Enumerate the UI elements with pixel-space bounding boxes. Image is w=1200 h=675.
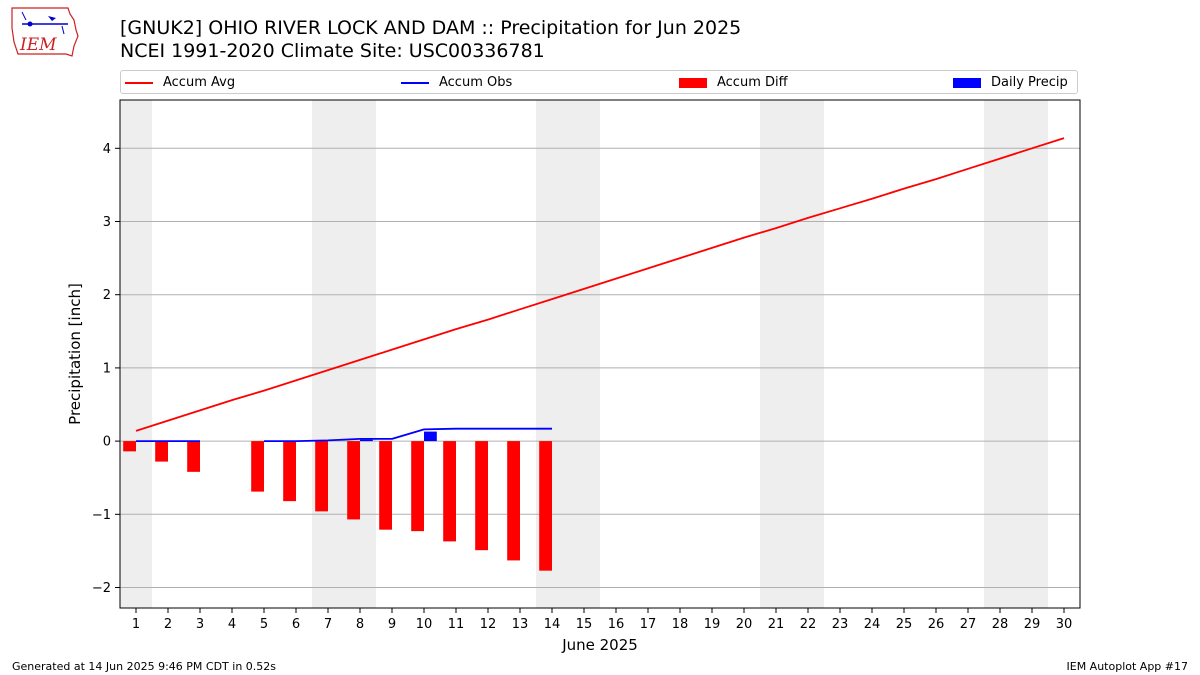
x-tick-label-21: 21 — [768, 617, 785, 632]
accum-diff-bar-2 — [155, 441, 168, 462]
iem-logo: IEM — [11, 7, 79, 57]
x-tick-label-19: 19 — [704, 617, 721, 632]
weekend-bands — [120, 100, 1048, 608]
y-tick-label-0: 0 — [103, 435, 111, 450]
accum-diff-bar-11 — [443, 441, 456, 542]
x-tick-label-12: 12 — [480, 617, 497, 632]
y-tick-label-2: 2 — [103, 288, 111, 303]
x-tick-label-23: 23 — [832, 617, 849, 632]
y-tick-label-3: 3 — [103, 215, 111, 230]
x-tick-label-6: 6 — [292, 617, 300, 632]
x-tick-label-2: 2 — [164, 617, 172, 632]
x-tick-label-13: 13 — [512, 617, 529, 632]
accum-avg-line-0 — [135, 137, 1065, 432]
accum-diff-bar-6 — [283, 441, 296, 502]
y-tick-label-1: 1 — [103, 361, 111, 376]
footer-generated-text: Generated at 14 Jun 2025 9:46 PM CDT in … — [12, 660, 277, 673]
x-tick-label-4: 4 — [228, 617, 236, 632]
weekend-band-4 — [984, 100, 1048, 608]
daily-precip-bar-10 — [424, 431, 437, 442]
accum-diff-bar-3 — [187, 441, 200, 472]
iem-iowa-logo-icon — [11, 7, 79, 57]
legend-swatch-accum-avg — [125, 81, 153, 84]
accum-diff-bar-8 — [347, 441, 360, 520]
plot-frame — [119, 99, 1081, 609]
x-tick-label-7: 7 — [324, 617, 332, 632]
x-tick-label-30: 30 — [1056, 617, 1073, 632]
x-tick-label-25: 25 — [896, 617, 913, 632]
x-tick-label-11: 11 — [448, 617, 465, 632]
iem-logo-text: IEM — [19, 35, 57, 55]
legend-label-daily-precip: Daily Precip — [991, 75, 1068, 90]
x-axis-label: June 2025 — [561, 636, 638, 654]
x-tick-label-27: 27 — [960, 617, 977, 632]
x-tick-label-28: 28 — [992, 617, 1009, 632]
accum-diff-bar-10 — [411, 441, 424, 532]
x-tick-label-16: 16 — [608, 617, 625, 632]
x-tick-label-3: 3 — [196, 617, 204, 632]
accum-diff-bar-9 — [379, 441, 392, 530]
x-tick-label-20: 20 — [736, 617, 753, 632]
x-tick-label-29: 29 — [1024, 617, 1041, 632]
legend-swatch-accum-obs — [401, 81, 429, 84]
legend-label-accum-avg: Accum Avg — [163, 75, 236, 90]
accum-diff-bar-1 — [123, 441, 136, 452]
chart-legend: Accum Avg Accum Obs Accum Diff Daily Pre… — [120, 70, 1078, 94]
x-tick-label-22: 22 — [800, 617, 817, 632]
weekend-band-0 — [120, 100, 152, 608]
weekend-band-3 — [760, 100, 824, 608]
accum-diff-bar-7 — [315, 441, 328, 512]
y-axis-label: Precipitation [inch] — [66, 283, 84, 425]
x-tick-label-14: 14 — [544, 617, 561, 632]
legend-item-accum-obs: Accum Obs — [401, 75, 512, 91]
legend-item-daily-precip: Daily Precip — [953, 75, 1068, 91]
x-tick-label-5: 5 — [260, 617, 268, 632]
legend-item-accum-diff: Accum Diff — [679, 75, 788, 91]
accum-diff-bar-5 — [251, 441, 264, 492]
accum-diff-bar-13 — [507, 441, 520, 561]
accum-diff-bar-14 — [539, 441, 552, 571]
legend-label-accum-obs: Accum Obs — [439, 75, 513, 90]
accum-diff-bar-12 — [475, 441, 488, 551]
weekend-band-1 — [312, 100, 376, 608]
x-axis-ticks: 1 2 3 4 5 6 7 8 9 10 11 12 13 14 15 16 17 18 19 20 21 22 23 24 2… — [132, 608, 1072, 632]
daily-precip-bar-8 — [360, 439, 373, 442]
legend-swatch-accum-diff — [679, 77, 707, 88]
line-series — [135, 137, 1065, 443]
x-tick-label-26: 26 — [928, 617, 945, 632]
bar-series — [123, 431, 552, 571]
x-tick-label-9: 9 — [388, 617, 396, 632]
x-tick-label-8: 8 — [356, 617, 364, 632]
x-tick-label-24: 24 — [864, 617, 881, 632]
y-axis-ticks: −2 −1 0 1 2 3 4 — [92, 142, 120, 596]
y-tick-label--1: −1 — [92, 508, 111, 523]
x-tick-label-1: 1 — [132, 617, 140, 632]
x-tick-label-18: 18 — [672, 617, 689, 632]
x-tick-label-15: 15 — [576, 617, 593, 632]
y-tick-label-4: 4 — [103, 142, 111, 157]
footer-app-id: IEM Autoplot App #17 — [1066, 660, 1189, 673]
y-tick-label--2: −2 — [92, 581, 111, 596]
chart-title: [GNUK2] OHIO RIVER LOCK AND DAM :: Preci… — [120, 17, 742, 39]
x-tick-label-10: 10 — [416, 617, 433, 632]
accum-obs-line-1 — [264, 427, 552, 443]
legend-swatch-daily-precip — [953, 77, 981, 88]
chart-subtitle: NCEI 1991-2020 Climate Site: USC00336781 — [120, 40, 545, 62]
legend-label-accum-diff: Accum Diff — [717, 75, 788, 90]
x-tick-label-17: 17 — [640, 617, 657, 632]
legend-item-accum-avg: Accum Avg — [125, 75, 235, 91]
